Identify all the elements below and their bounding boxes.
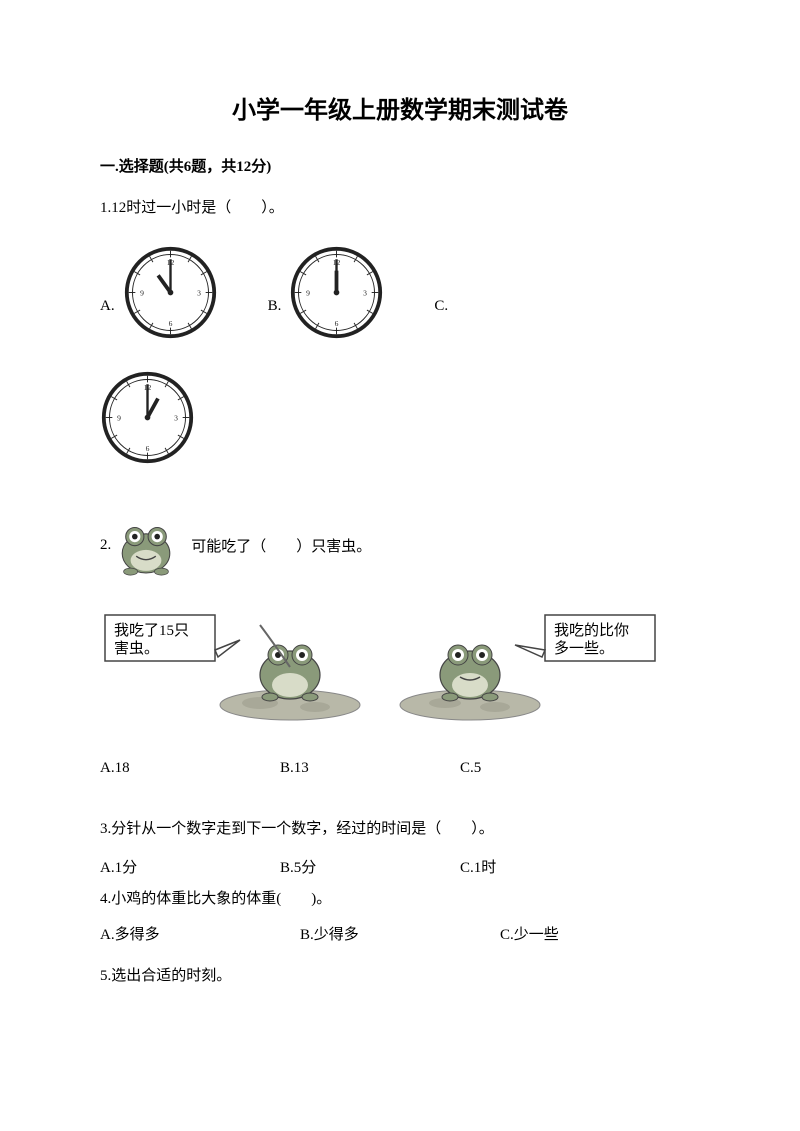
clock-a-icon: 12 3 6 9 [123, 245, 218, 345]
q2-scene: 我吃了15只 害虫。 我吃的比你 多一些。 [100, 595, 700, 730]
q1-option-b-label: B. [268, 298, 282, 345]
svg-text:3: 3 [363, 288, 367, 297]
speech2-line2: 多一些。 [554, 640, 614, 657]
q1-option-a: A. 12 3 6 9 [100, 245, 218, 345]
q3-options: A.1分 B.5分 C.1时 [100, 856, 700, 877]
clock-b-icon: 12 3 6 9 [289, 245, 384, 345]
q1-options-row: A. 12 3 6 9 [100, 245, 700, 345]
svg-text:9: 9 [140, 288, 144, 297]
svg-text:6: 6 [335, 319, 339, 328]
svg-text:9: 9 [117, 413, 121, 422]
section-header: 一.选择题(共6题，共12分) [100, 155, 700, 176]
q2-options: A.18 B.13 C.5 [100, 760, 700, 777]
q3-text: 3.分针从一个数字走到下一个数字，经过的时间是（ ）。 [100, 817, 700, 841]
q4-option-b: B.少得多 [300, 923, 500, 944]
svg-text:6: 6 [146, 444, 150, 453]
svg-text:9: 9 [306, 288, 310, 297]
q1-option-c-label: C. [434, 298, 448, 345]
speech1-line2: 害虫。 [114, 640, 159, 657]
q2-option-a: A.18 [100, 760, 280, 777]
q4-options: A.多得多 B.少得多 C.少一些 [100, 923, 700, 944]
page-title: 小学一年级上册数学期末测试卷 [100, 90, 700, 125]
speech2-line1: 我吃的比你 [554, 622, 629, 639]
q4-option-c: C.少一些 [500, 923, 700, 944]
q3-option-c: C.1时 [460, 856, 640, 877]
q1-option-b: B. 12 3 6 9 [268, 245, 385, 345]
q3-option-a: A.1分 [100, 856, 280, 877]
q1-text: 1.12时过一小时是（ ）。 [100, 196, 700, 220]
svg-text:3: 3 [197, 288, 201, 297]
speech1-line1: 我吃了15只 [114, 622, 189, 639]
q3-option-b: B.5分 [280, 856, 460, 877]
q2-option-c: C.5 [460, 760, 640, 777]
svg-text:6: 6 [168, 319, 172, 328]
clock-c-icon: 12 3 6 9 [100, 370, 700, 470]
svg-text:3: 3 [174, 413, 178, 422]
q2-row: 2. 可能吃了（ ）只害虫。 [100, 510, 700, 580]
q5-text: 5.选出合适的时刻。 [100, 964, 700, 988]
q4-option-a: A.多得多 [100, 923, 300, 944]
frog-head-icon [111, 510, 181, 580]
q4-text: 4.小鸡的体重比大象的体重( )。 [100, 887, 700, 911]
q1-option-a-label: A. [100, 298, 115, 345]
q2-prefix: 2. [100, 537, 111, 554]
q2-suffix: 可能吃了（ ）只害虫。 [191, 535, 371, 556]
q2-option-b: B.13 [280, 760, 460, 777]
